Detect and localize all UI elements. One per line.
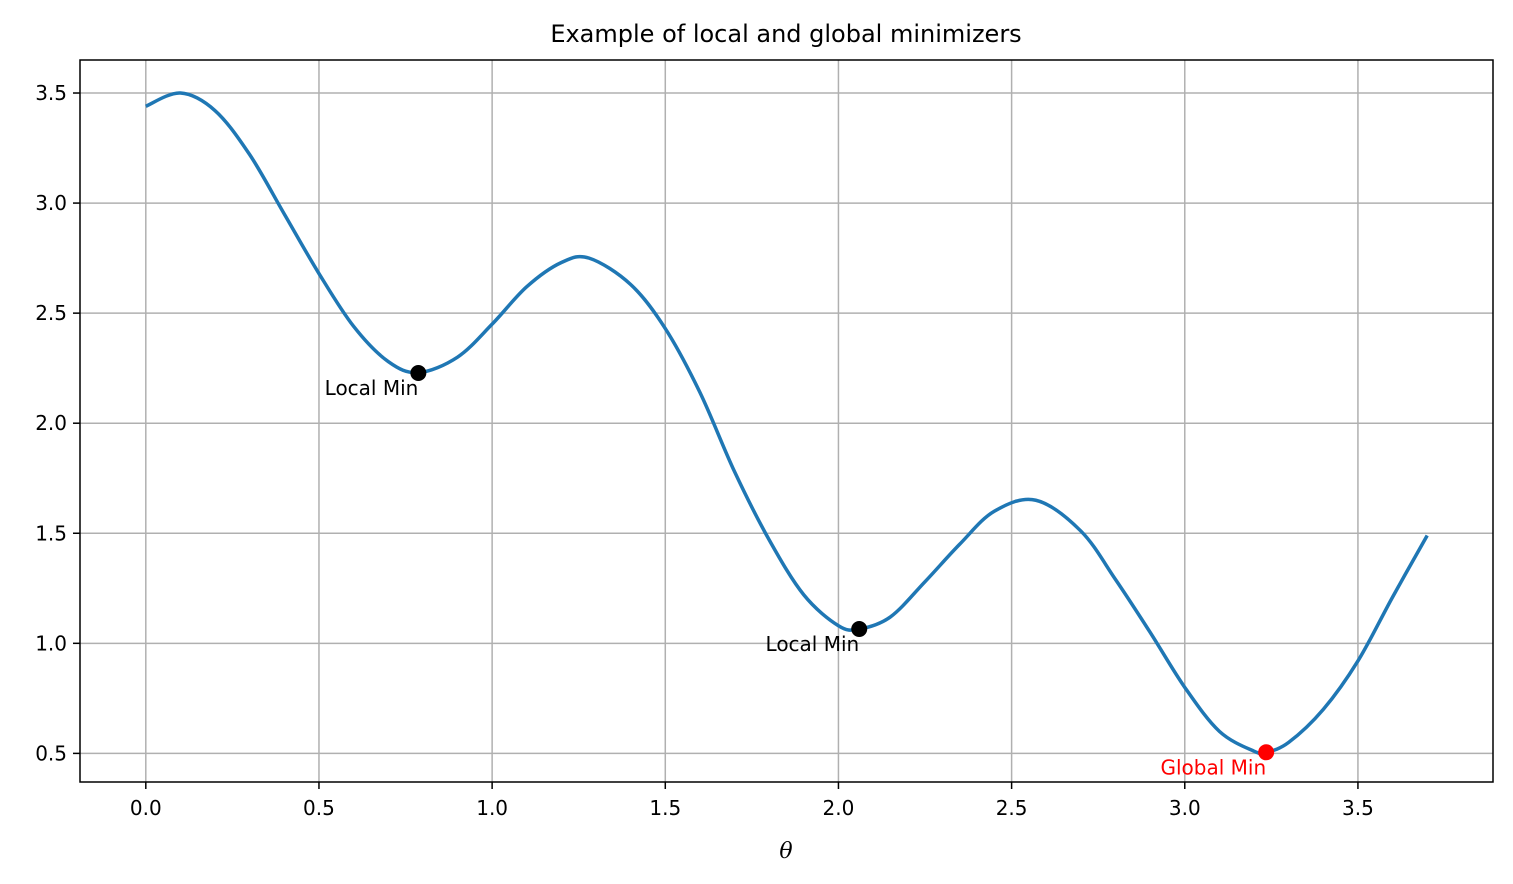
minimum-marker bbox=[1258, 744, 1275, 761]
minimum-label: Global Min bbox=[1161, 755, 1267, 779]
y-tick-label: 3.5 bbox=[35, 81, 67, 105]
grid bbox=[80, 60, 1493, 782]
plot-frame bbox=[79, 59, 1494, 783]
x-tick-label: 0.5 bbox=[303, 796, 335, 820]
x-tick-label: 2.5 bbox=[996, 796, 1028, 820]
x-tick-label: 3.5 bbox=[1342, 796, 1374, 820]
minimum-marker bbox=[410, 365, 427, 382]
series-line bbox=[145, 91, 1429, 756]
y-tick-label: 0.5 bbox=[35, 741, 67, 765]
series-layer bbox=[145, 91, 1429, 756]
x-tick-label: 1.0 bbox=[476, 796, 508, 820]
minimum-label: Local Min bbox=[766, 632, 860, 656]
y-tick-label: 1.5 bbox=[35, 521, 67, 545]
minimum-label: Local Min bbox=[325, 376, 419, 400]
y-tick-label: 2.5 bbox=[35, 301, 67, 325]
x-tick-label: 1.5 bbox=[649, 796, 681, 820]
x-axis-ticks: 0.0 0.5 1.0 1.5 2.0 2.5 3.0 3.5 bbox=[130, 782, 1374, 820]
x-tick-label: 0.0 bbox=[130, 796, 162, 820]
x-tick-label: 2.0 bbox=[823, 796, 855, 820]
x-axis-label: θ bbox=[779, 839, 792, 864]
y-tick-label: 3.0 bbox=[35, 191, 67, 215]
plot-background bbox=[80, 60, 1493, 782]
x-tick-label: 3.0 bbox=[1169, 796, 1201, 820]
minimum-marker bbox=[851, 621, 868, 638]
points-layer: Local Min Local Min Global Min bbox=[325, 365, 1275, 779]
chart-title: Example of local and global minimizers bbox=[550, 20, 1021, 48]
y-tick-label: 1.0 bbox=[35, 631, 67, 655]
y-tick-label: 2.0 bbox=[35, 411, 67, 435]
y-axis-ticks: 0.5 1.0 1.5 2.0 2.5 3.0 3.5 bbox=[35, 81, 80, 765]
